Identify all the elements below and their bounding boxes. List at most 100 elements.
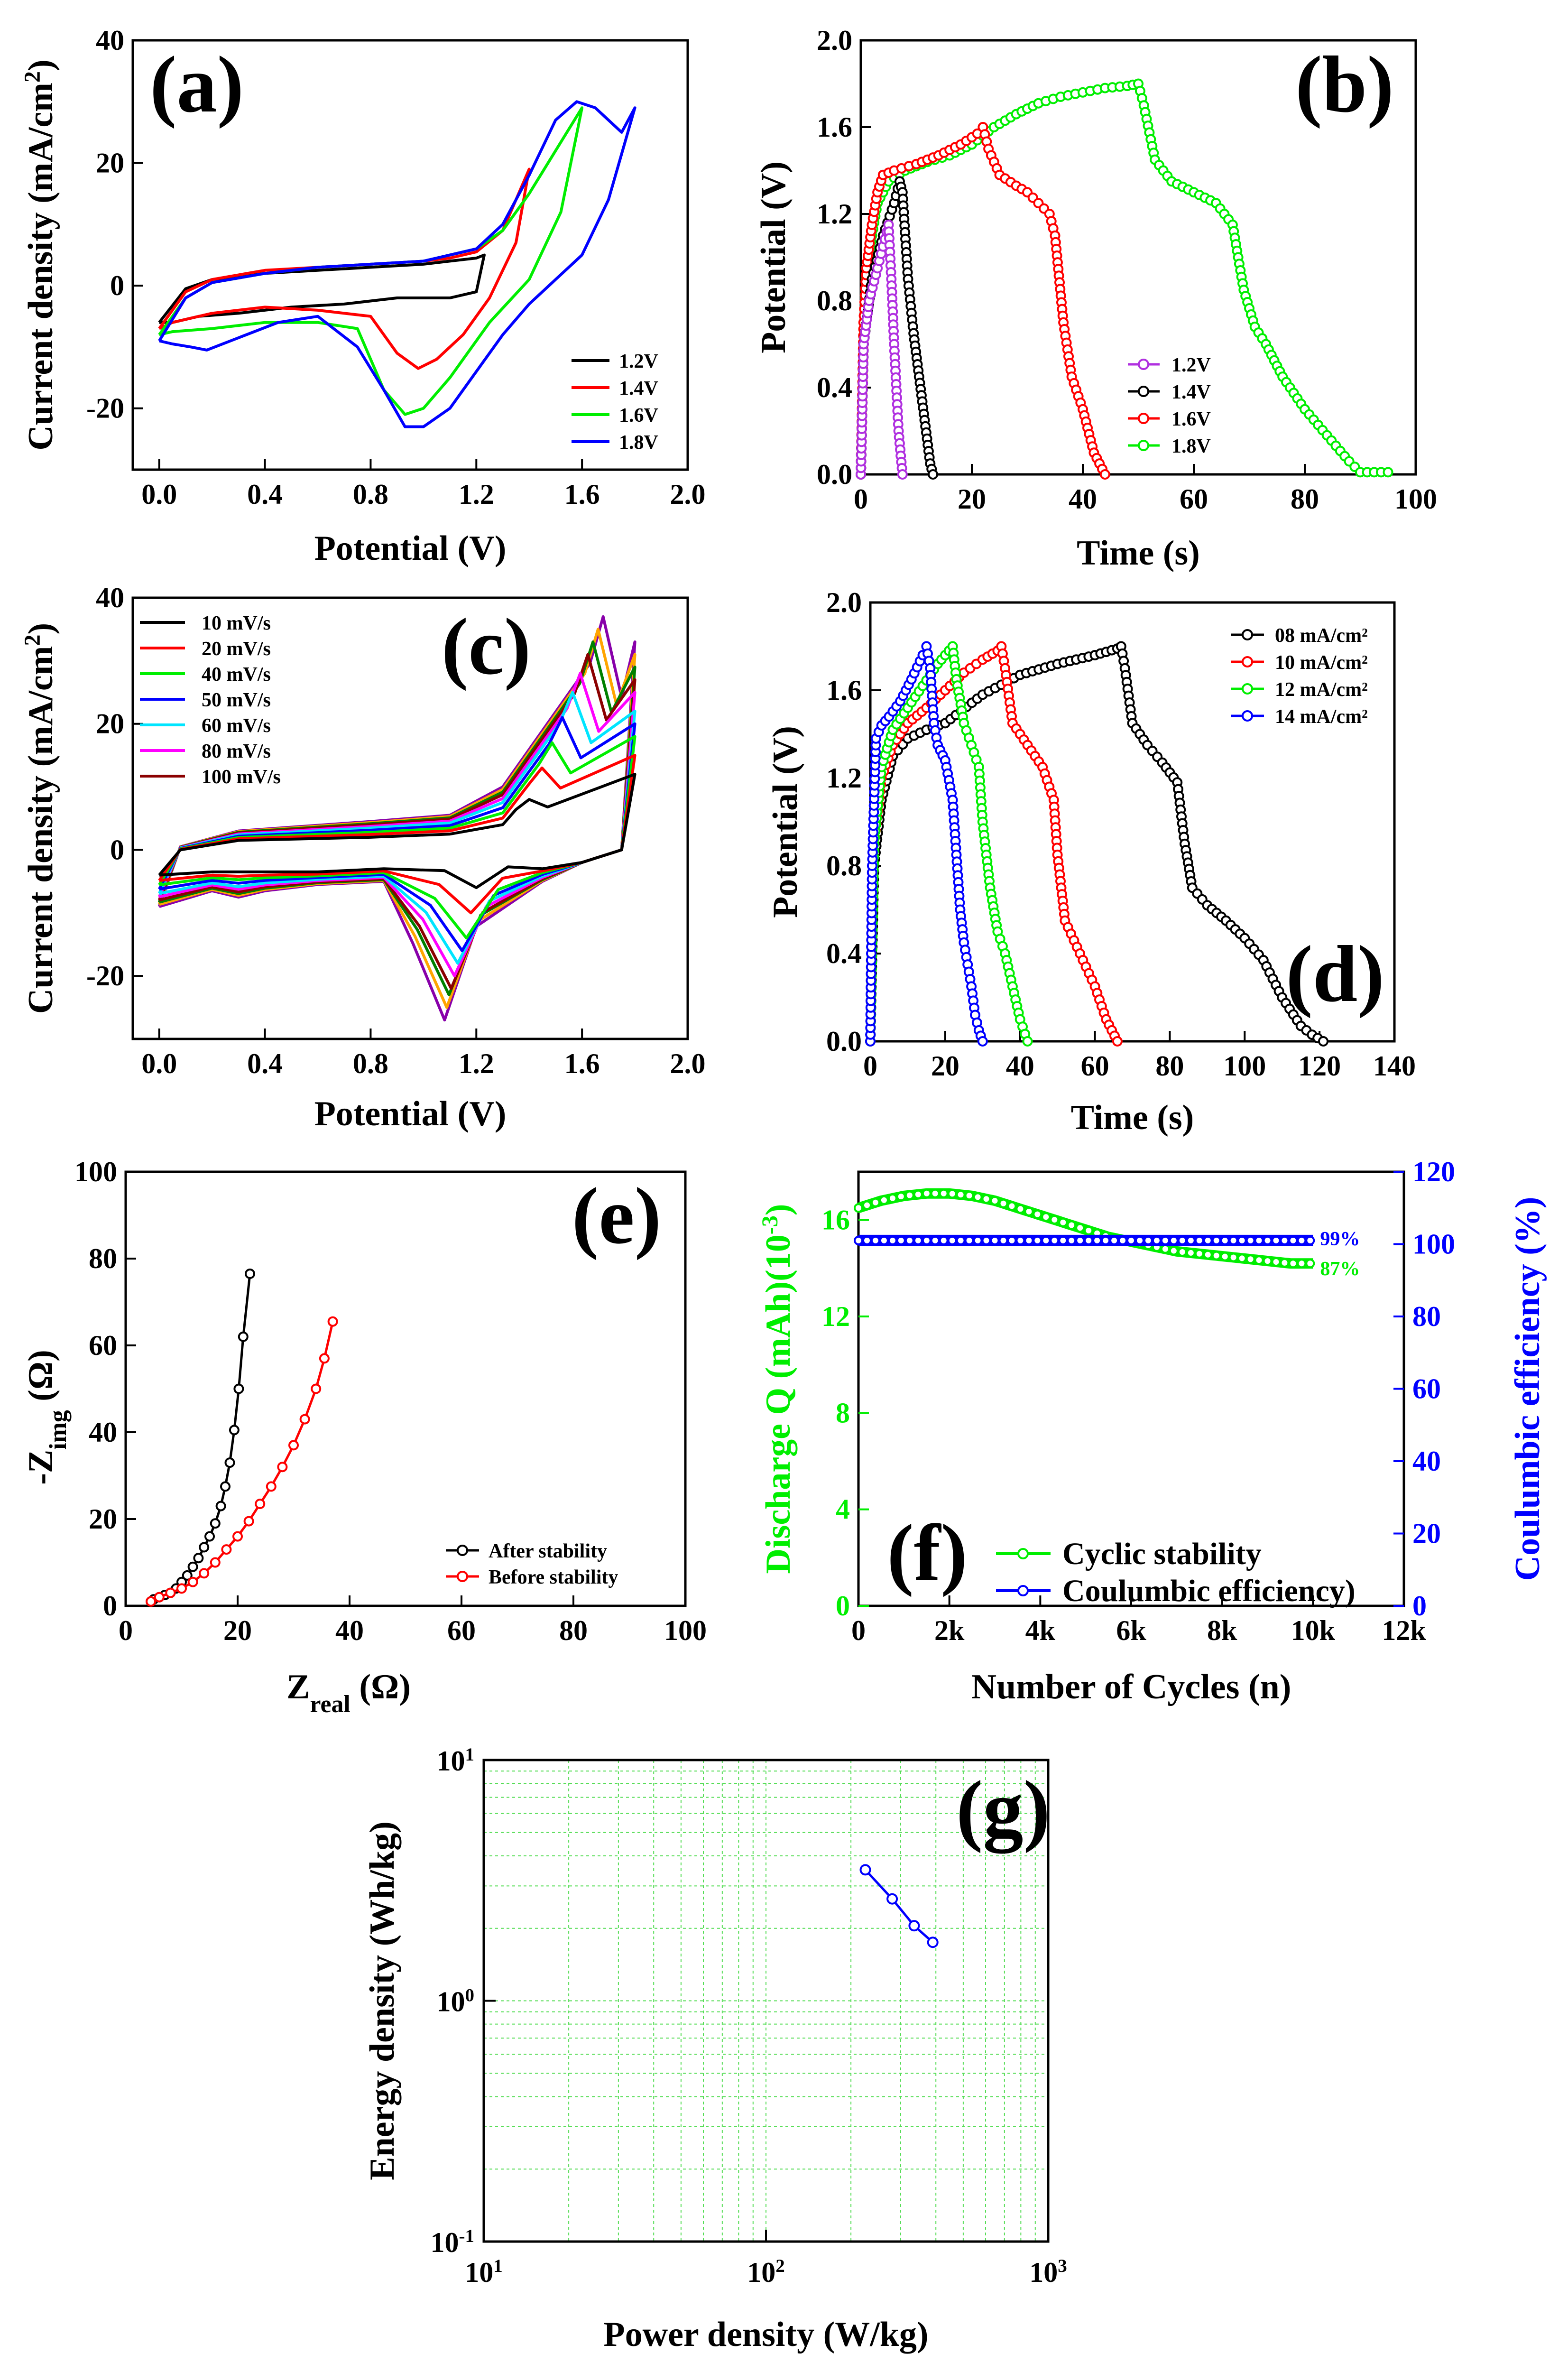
cyclic-stability-marker — [879, 1195, 889, 1205]
x-axis-label: Time (s) — [1077, 534, 1200, 573]
y2-tick-label: 80 — [1412, 1301, 1441, 1332]
cyclic-stability-marker — [947, 1189, 957, 1199]
nyquist-point — [199, 1568, 210, 1579]
coulombic-efficiency-marker — [1280, 1235, 1290, 1245]
cyclic-stability-marker — [1058, 1217, 1068, 1227]
y2-tick-label: 0 — [1412, 1590, 1427, 1622]
nyquist-point — [299, 1414, 310, 1425]
x-tick-label: 20 — [931, 1050, 959, 1082]
x-tick-label: 0.4 — [247, 479, 283, 510]
y-tick-label: 1.2 — [817, 198, 852, 230]
coulombic-efficiency-marker — [1007, 1235, 1017, 1245]
legend-marker — [1017, 1585, 1029, 1596]
coulombic-efficiency-marker — [1186, 1235, 1196, 1245]
coulombic-efficiency-marker — [930, 1235, 940, 1245]
nyquist-point — [204, 1531, 215, 1542]
nyquist-point — [327, 1316, 338, 1327]
x-axis-label: Time (s) — [1071, 1098, 1194, 1137]
coulombic-efficiency-marker — [1211, 1235, 1221, 1245]
y-tick-label: 0.0 — [817, 459, 852, 490]
x-axis-label: Number of Cycles (n) — [971, 1668, 1291, 1706]
x-tick-label: 1.6 — [564, 479, 600, 510]
x-tick-label: 101 — [465, 2256, 503, 2289]
x-tick-label: 10k — [1291, 1615, 1336, 1646]
y-tick-label: 80 — [89, 1243, 117, 1274]
x-tick-label: 12k — [1382, 1615, 1426, 1646]
gcd-marker — [928, 469, 939, 480]
plot-frame-e — [124, 1170, 687, 1607]
coulombic-efficiency-marker — [854, 1235, 863, 1245]
coulombic-efficiency-marker — [1084, 1235, 1094, 1245]
coulombic-efficiency-marker — [1109, 1235, 1119, 1245]
coulombic-efficiency-marker — [1203, 1235, 1213, 1245]
legend-label: 100 mV/s — [202, 766, 281, 788]
y-axis-label: Potential (V) — [766, 726, 805, 918]
legend-label: Cyclic stability — [1062, 1537, 1262, 1571]
coulombic-efficiency-marker — [956, 1235, 966, 1245]
y-tick-label: 0.8 — [826, 850, 862, 881]
x-tick-label: 80 — [1155, 1050, 1184, 1082]
ragone-point — [859, 1864, 871, 1876]
panel-label: (a) — [150, 40, 244, 129]
cyclic-stability-marker — [998, 1198, 1008, 1208]
y-tick-label: 16 — [821, 1205, 850, 1236]
legend-label: 60 mV/s — [202, 715, 271, 737]
coulombic-efficiency-marker — [1101, 1235, 1111, 1245]
coulombic-efficiency-marker — [887, 1235, 897, 1245]
legend-marker — [1242, 710, 1253, 722]
y-tick-label: 20 — [96, 708, 124, 740]
coulombic-efficiency-marker — [939, 1235, 949, 1245]
legend-label: 40 mV/s — [202, 664, 271, 686]
x-tick-label: 103 — [1029, 2256, 1067, 2289]
nyquist-point — [210, 1557, 221, 1568]
y-tick-label: 20 — [96, 148, 124, 179]
y-tick-label: 0.4 — [817, 372, 852, 403]
coulombic-efficiency-marker — [904, 1235, 914, 1245]
cyclic-stability-marker — [1169, 1246, 1179, 1256]
legend-label: 80 mV/s — [202, 741, 271, 762]
panel-b: 0 20 40 60 80 100 0.0 0.4 0.8 1.2 1.6 2.0 (b) Time (s… — [754, 25, 1437, 573]
panel-c: 0.0 0.4 0.8 1.2 1.6 2.0 -20 0 20 40 (c) Potential (… — [20, 582, 706, 1133]
y-tick-label: 40 — [96, 582, 124, 613]
coulombic-efficiency-marker — [1160, 1235, 1170, 1245]
coulombic-efficiency-marker — [862, 1235, 872, 1245]
gcd-marker — [897, 469, 908, 480]
y-axis-label: -Zimg (Ω) — [21, 1350, 72, 1484]
legend-label: 1.4V — [619, 378, 658, 399]
coulombic-efficiency-marker — [1033, 1235, 1042, 1245]
cyclic-stability-marker — [1007, 1201, 1017, 1211]
cyclic-stability-marker — [1237, 1253, 1247, 1263]
y2-tick-label: 100 — [1412, 1229, 1455, 1260]
coulombic-efficiency-marker — [1237, 1235, 1247, 1245]
nyquist-point — [311, 1383, 322, 1394]
nyquist-point — [319, 1353, 330, 1364]
nyquist-point — [245, 1269, 255, 1279]
nyquist-point — [221, 1544, 232, 1555]
coulombic-efficiency-marker — [896, 1235, 906, 1245]
y2-axis-label: Coulumbic efficiency (%) — [1508, 1197, 1547, 1581]
nyquist-curve-After stability — [150, 1273, 251, 1603]
cyclic-stability-marker — [990, 1196, 1000, 1205]
cyclic-stability-marker — [1254, 1255, 1264, 1265]
nyquist-point — [220, 1481, 231, 1492]
y-axis-label: Discharge Q (mAh)(10-3) — [757, 1204, 798, 1574]
x-tick-label: 2.0 — [670, 479, 706, 510]
panel-label: (d) — [1286, 929, 1384, 1019]
legend-label: After stability — [489, 1540, 607, 1562]
cyclic-stability-marker — [939, 1188, 949, 1198]
panel-label: (e) — [572, 1171, 662, 1260]
x-tick-label: 0.0 — [141, 479, 177, 510]
ragone-point — [886, 1893, 898, 1905]
cyclic-stability-marker — [854, 1203, 863, 1213]
y-tick-label: 0 — [110, 834, 124, 865]
coulombic-efficiency-marker — [990, 1235, 1000, 1245]
gcd-marker — [1099, 469, 1110, 480]
cyclic-stability-marker — [1033, 1209, 1042, 1219]
legend-label: 20 mV/s — [202, 638, 271, 660]
nyquist-point — [215, 1501, 226, 1511]
cyclic-stability-marker — [904, 1190, 914, 1200]
x-tick-label: 40 — [1069, 483, 1097, 515]
cyclic-stability-marker — [1271, 1257, 1281, 1267]
panel-label: (c) — [442, 602, 531, 691]
